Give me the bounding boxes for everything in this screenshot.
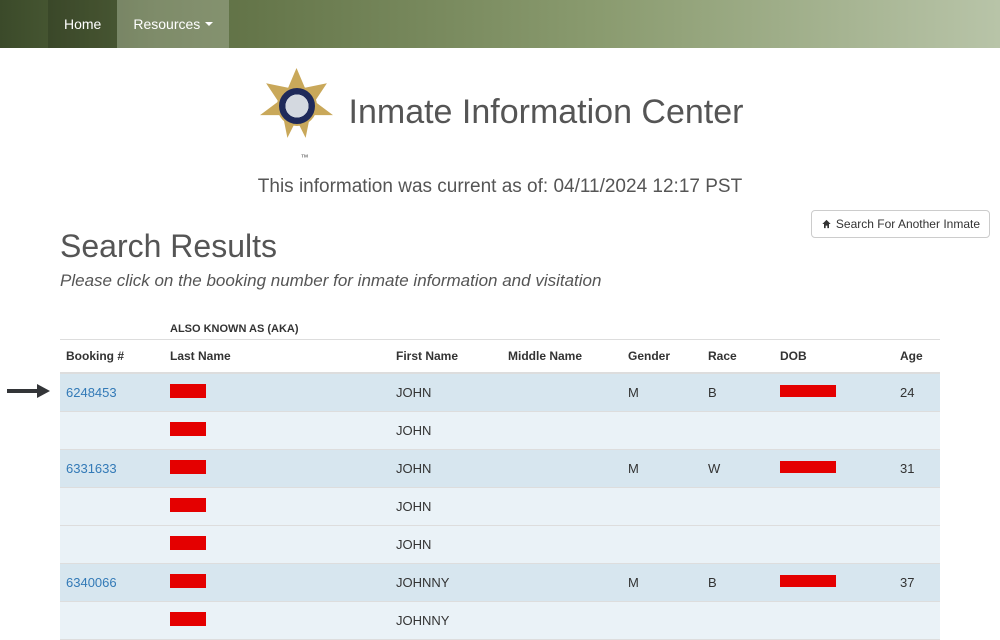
- col-last: Last Name: [164, 340, 390, 374]
- home-icon: [821, 219, 832, 229]
- cell-middle-name: [502, 488, 622, 526]
- timestamp-label: This information was current as of: 04/1…: [258, 176, 742, 198]
- cell-gender: M: [622, 564, 702, 602]
- col-age: Age: [894, 340, 940, 374]
- cell-race: [702, 602, 774, 640]
- cell-age: 31: [894, 450, 940, 488]
- redaction-block: [170, 536, 206, 550]
- table-row-aka: JOHNNY: [60, 602, 940, 640]
- cell-first-name: JOHNNY: [390, 602, 502, 640]
- cell-first-name: JOHN: [390, 450, 502, 488]
- aka-header-label: ALSO KNOWN AS (AKA): [164, 313, 940, 340]
- results-heading: Search Results: [60, 228, 940, 265]
- cell-age: 37: [894, 564, 940, 602]
- table-row-aka: JOHN: [60, 412, 940, 450]
- redaction-block: [780, 575, 836, 587]
- nav-resources-label: Resources: [133, 16, 200, 32]
- cell-gender: [622, 602, 702, 640]
- cell-age: [894, 602, 940, 640]
- pointer-arrow-icon: [7, 384, 51, 398]
- col-middle: Middle Name: [502, 340, 622, 374]
- table-row: 6340066 JOHNNY MB 37: [60, 564, 940, 602]
- title-row: ™ Inmate Information Center: [257, 62, 744, 162]
- nav-home[interactable]: Home: [48, 0, 117, 48]
- cell-gender: M: [622, 373, 702, 412]
- redaction-block: [170, 460, 206, 474]
- col-first: First Name: [390, 340, 502, 374]
- table-header-row: Booking # Last Name First Name Middle Na…: [60, 340, 940, 374]
- redaction-block: [170, 612, 206, 626]
- search-another-inmate-label: Search For Another Inmate: [836, 217, 980, 231]
- cell-middle-name: [502, 412, 622, 450]
- results-table-wrap: ALSO KNOWN AS (AKA) Booking # Last Name …: [60, 313, 940, 640]
- page-title: Inmate Information Center: [349, 93, 744, 132]
- cell-age: [894, 412, 940, 450]
- cell-first-name: JOHN: [390, 412, 502, 450]
- redaction-block: [170, 498, 206, 512]
- cell-gender: [622, 526, 702, 564]
- cell-first-name: JOHN: [390, 488, 502, 526]
- cell-first-name: JOHNNY: [390, 564, 502, 602]
- results-table: ALSO KNOWN AS (AKA) Booking # Last Name …: [60, 313, 940, 640]
- redaction-block: [170, 422, 206, 436]
- results-tbody: 6248453JOHNMB24JOHN6331633JOHNMW31JOHNJO…: [60, 373, 940, 640]
- table-row-aka: JOHN: [60, 488, 940, 526]
- col-dob: DOB: [774, 340, 894, 374]
- cell-race: W: [702, 450, 774, 488]
- cell-age: [894, 488, 940, 526]
- redaction-block: [780, 385, 836, 397]
- booking-link[interactable]: 6331633: [66, 461, 117, 476]
- search-another-inmate-button[interactable]: Search For Another Inmate: [811, 210, 990, 238]
- table-row: 6248453 JOHN MB 24: [60, 373, 940, 412]
- cell-race: [702, 412, 774, 450]
- booking-link[interactable]: 6340066: [66, 575, 117, 590]
- cell-gender: M: [622, 450, 702, 488]
- col-booking: Booking #: [60, 340, 164, 374]
- booking-link[interactable]: 6248453: [66, 385, 117, 400]
- trademark-label: ™: [301, 153, 309, 162]
- redaction-block: [170, 574, 206, 588]
- cell-first-name: JOHN: [390, 526, 502, 564]
- cell-race: B: [702, 373, 774, 412]
- aka-header-row: ALSO KNOWN AS (AKA): [60, 313, 940, 340]
- caret-down-icon: [205, 22, 213, 26]
- cell-race: B: [702, 564, 774, 602]
- cell-race: [702, 488, 774, 526]
- redaction-block: [780, 461, 836, 473]
- cell-middle-name: [502, 526, 622, 564]
- sheriff-badge-icon: ™: [257, 62, 337, 162]
- nav-resources[interactable]: Resources: [117, 0, 229, 48]
- col-race: Race: [702, 340, 774, 374]
- table-row: 6331633 JOHN MW 31: [60, 450, 940, 488]
- cell-first-name: JOHN: [390, 373, 502, 412]
- page-header: ™ Inmate Information Center This informa…: [0, 48, 1000, 210]
- redaction-block: [170, 384, 206, 398]
- cell-age: [894, 526, 940, 564]
- table-row-aka: JOHN: [60, 526, 940, 564]
- content: Search Results Please click on the booki…: [0, 228, 1000, 640]
- cell-gender: [622, 488, 702, 526]
- cell-middle-name: [502, 450, 622, 488]
- cell-middle-name: [502, 564, 622, 602]
- cell-middle-name: [502, 373, 622, 412]
- results-subtitle: Please click on the booking number for i…: [60, 271, 940, 291]
- cell-middle-name: [502, 602, 622, 640]
- cell-age: 24: [894, 373, 940, 412]
- cell-gender: [622, 412, 702, 450]
- col-gender: Gender: [622, 340, 702, 374]
- cell-race: [702, 526, 774, 564]
- top-navbar: Home Resources: [0, 0, 1000, 48]
